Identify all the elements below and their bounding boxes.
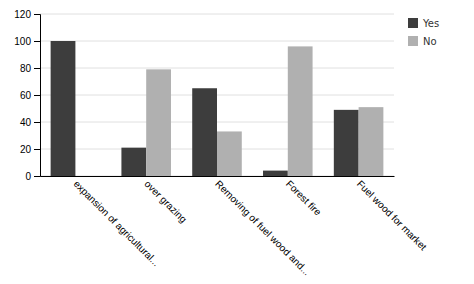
bar	[288, 46, 313, 176]
tick-mark	[34, 176, 40, 177]
tick-label: 60	[20, 90, 32, 101]
tick: Fuel wood for market	[355, 178, 429, 252]
tick: Forest fire	[284, 178, 324, 218]
tick: 20	[20, 144, 40, 155]
tick: 0	[25, 171, 40, 182]
x-axis: expansion of agricultural...over grazing…	[41, 177, 430, 278]
tick-label: over grazing	[142, 178, 189, 225]
bar	[359, 107, 384, 176]
legend-item: No	[408, 36, 437, 47]
bar	[192, 88, 217, 176]
legend-label: No	[423, 36, 437, 47]
tick-label: 40	[20, 117, 32, 128]
bar	[334, 110, 359, 176]
bar-series	[51, 41, 359, 176]
axis-line	[41, 176, 395, 177]
bar	[121, 148, 146, 176]
legend-item: Yes	[408, 18, 439, 29]
tick-label: Forest fire	[284, 178, 324, 218]
tick: 60	[20, 90, 40, 101]
plot: 0 20 40 60 80 100 120 expansion of agricultural…	[14, 9, 439, 278]
tick: 100	[14, 36, 40, 47]
legend-label: Yes	[422, 18, 439, 29]
bar-series	[146, 46, 383, 176]
tick-label: 100	[14, 36, 31, 47]
chart: 0 20 40 60 80 100 120 expansion of agricultural…	[0, 0, 474, 284]
legend-swatch	[408, 18, 418, 28]
grid-line	[40, 14, 394, 15]
tick: 120	[14, 9, 40, 20]
tick-label: Fuel wood for market	[355, 178, 429, 252]
legend: Yes No	[408, 18, 439, 47]
grid	[40, 14, 394, 176]
tick-label: 0	[25, 171, 31, 182]
tick-mark	[34, 149, 40, 150]
tick: over grazing	[142, 178, 189, 225]
bar	[51, 41, 76, 176]
bar	[146, 69, 171, 176]
tick-mark	[34, 68, 40, 69]
legend-swatch	[408, 36, 418, 46]
tick-label: 80	[20, 63, 32, 74]
bar	[263, 171, 288, 176]
tick: 40	[20, 117, 40, 128]
tick-mark	[34, 122, 40, 123]
tick-mark	[34, 14, 40, 15]
tick-mark	[34, 95, 40, 96]
tick-label: 120	[14, 9, 31, 20]
bar	[75, 176, 100, 177]
tick-label: 20	[20, 144, 32, 155]
tick: 80	[20, 63, 40, 74]
bars	[51, 41, 384, 176]
bar	[217, 131, 242, 176]
grid-line	[40, 41, 394, 42]
axis-line	[34, 15, 41, 177]
y-axis: 0 20 40 60 80 100 120	[14, 9, 40, 182]
tick-mark	[34, 41, 40, 42]
grid-line	[40, 68, 394, 69]
